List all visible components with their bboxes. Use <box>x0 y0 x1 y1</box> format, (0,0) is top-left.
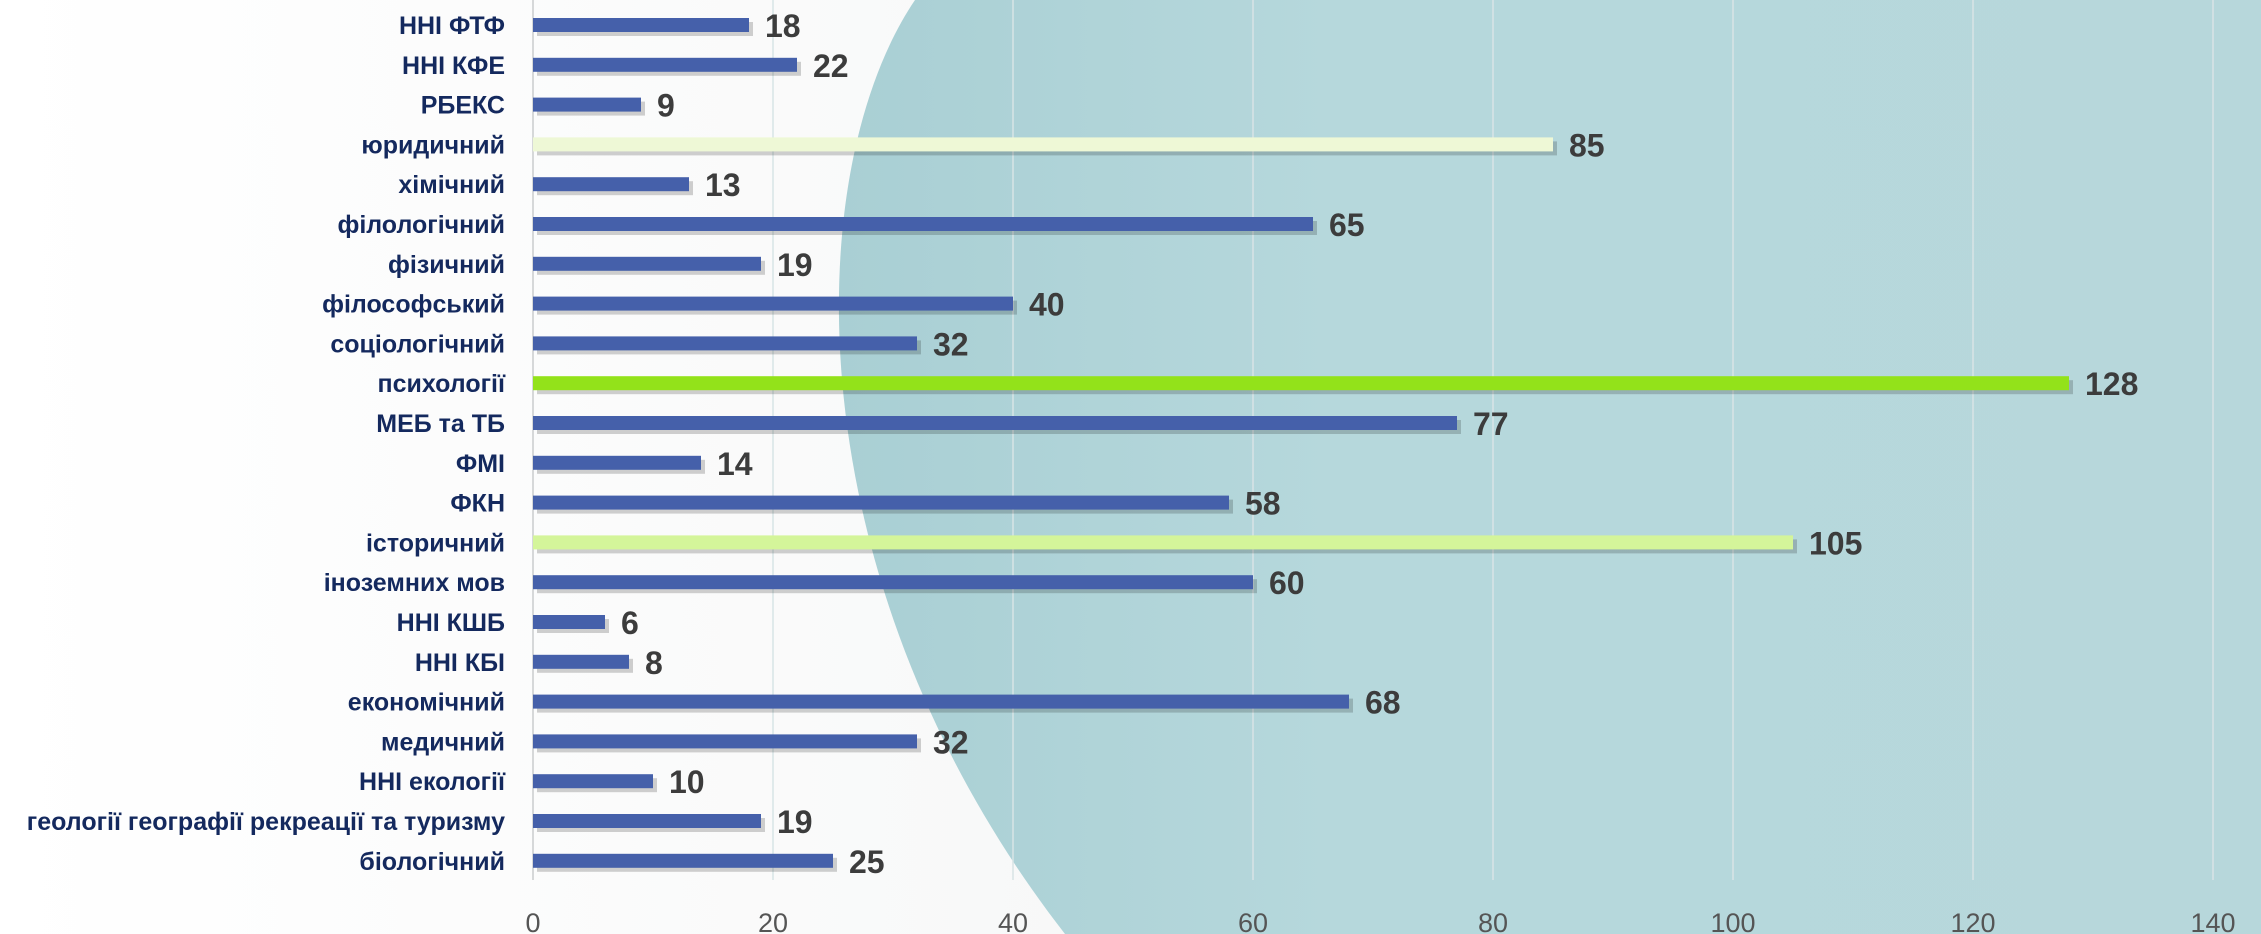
bar <box>533 535 1793 550</box>
value-label: 13 <box>705 167 741 203</box>
bar <box>533 217 1313 231</box>
category-label: МЕБ та ТБ <box>376 410 505 438</box>
value-label: 58 <box>1245 486 1281 522</box>
bar <box>533 654 629 669</box>
bar <box>533 256 761 271</box>
value-label: 32 <box>933 724 969 760</box>
x-tick-label: 80 <box>1478 908 1508 934</box>
category-label: ННІ КБІ <box>415 649 505 677</box>
category-label: геології географії рекреації та туризму <box>27 808 505 836</box>
x-tick-label: 20 <box>758 908 788 934</box>
value-label: 19 <box>777 804 813 840</box>
value-label: 10 <box>669 764 705 800</box>
x-tick-label: 40 <box>998 908 1028 934</box>
category-label: хімічний <box>398 171 505 199</box>
bar <box>533 177 689 192</box>
bar <box>533 814 761 828</box>
value-label: 14 <box>717 446 753 482</box>
value-label: 22 <box>813 48 849 84</box>
bar <box>533 615 605 629</box>
value-label: 18 <box>765 8 801 44</box>
value-label: 77 <box>1473 406 1509 442</box>
value-label: 105 <box>1809 525 1862 561</box>
bars <box>533 18 2073 872</box>
value-label: 128 <box>2085 366 2138 402</box>
bar <box>533 137 1553 152</box>
value-label: 9 <box>657 88 675 124</box>
x-axis-tick-labels: 0 20 40 60 80 100 120 140 <box>525 908 2235 934</box>
x-tick-label: 140 <box>2190 908 2235 934</box>
category-labels: ННІ ФТФ ННІ КФЕ РБЕКС юридичний хімічний філо… <box>27 12 506 876</box>
bar <box>533 694 1349 709</box>
value-label: 60 <box>1269 565 1305 601</box>
x-tick-label: 60 <box>1238 908 1268 934</box>
value-label: 25 <box>849 844 885 880</box>
category-label: медичний <box>381 728 505 756</box>
bar <box>533 296 1013 311</box>
category-label: історичний <box>366 529 505 557</box>
bar <box>533 455 701 470</box>
category-label: фізичний <box>388 251 505 279</box>
bar <box>533 416 1457 430</box>
category-label: біологічний <box>359 848 505 876</box>
bar <box>533 853 833 868</box>
category-label: юридичний <box>361 131 505 159</box>
value-label: 85 <box>1569 127 1605 163</box>
x-tick-label: 120 <box>1950 908 1995 934</box>
category-label: РБЕКС <box>421 92 505 120</box>
category-label: соціологічний <box>330 330 505 358</box>
category-label: ФМІ <box>456 450 505 478</box>
bar <box>533 575 1253 590</box>
bar <box>533 97 641 112</box>
category-label: філософський <box>322 291 505 319</box>
value-label: 68 <box>1365 685 1401 721</box>
category-label: ННІ ФТФ <box>399 12 505 40</box>
value-label: 8 <box>645 645 663 681</box>
category-label: ННІ екології <box>359 768 506 796</box>
value-label: 32 <box>933 326 969 362</box>
bar <box>533 57 797 72</box>
bar <box>533 336 917 351</box>
category-label: ФКН <box>450 490 505 518</box>
bar <box>533 376 2069 391</box>
category-label: економічний <box>348 689 505 717</box>
bar <box>533 734 917 749</box>
bar <box>533 495 1229 510</box>
value-labels: 18 22 9 85 13 65 19 40 32 128 77 14 58 105 60 68 68 32 10 1… <box>621 8 2138 880</box>
category-label: ННІ КШБ <box>397 609 505 637</box>
value-label: 6 <box>621 605 639 641</box>
category-label: ННІ КФЕ <box>402 52 505 80</box>
category-label: філологічний <box>337 211 505 239</box>
category-label: психології <box>377 370 505 398</box>
bar <box>533 18 749 32</box>
x-tick-label: 100 <box>1710 908 1755 934</box>
x-tick-label: 0 <box>525 908 540 934</box>
value-label: 19 <box>777 247 813 283</box>
value-label: 40 <box>1029 287 1065 323</box>
value-label: 65 <box>1329 207 1365 243</box>
category-label: іноземних мов <box>324 569 505 597</box>
bar <box>533 774 653 789</box>
